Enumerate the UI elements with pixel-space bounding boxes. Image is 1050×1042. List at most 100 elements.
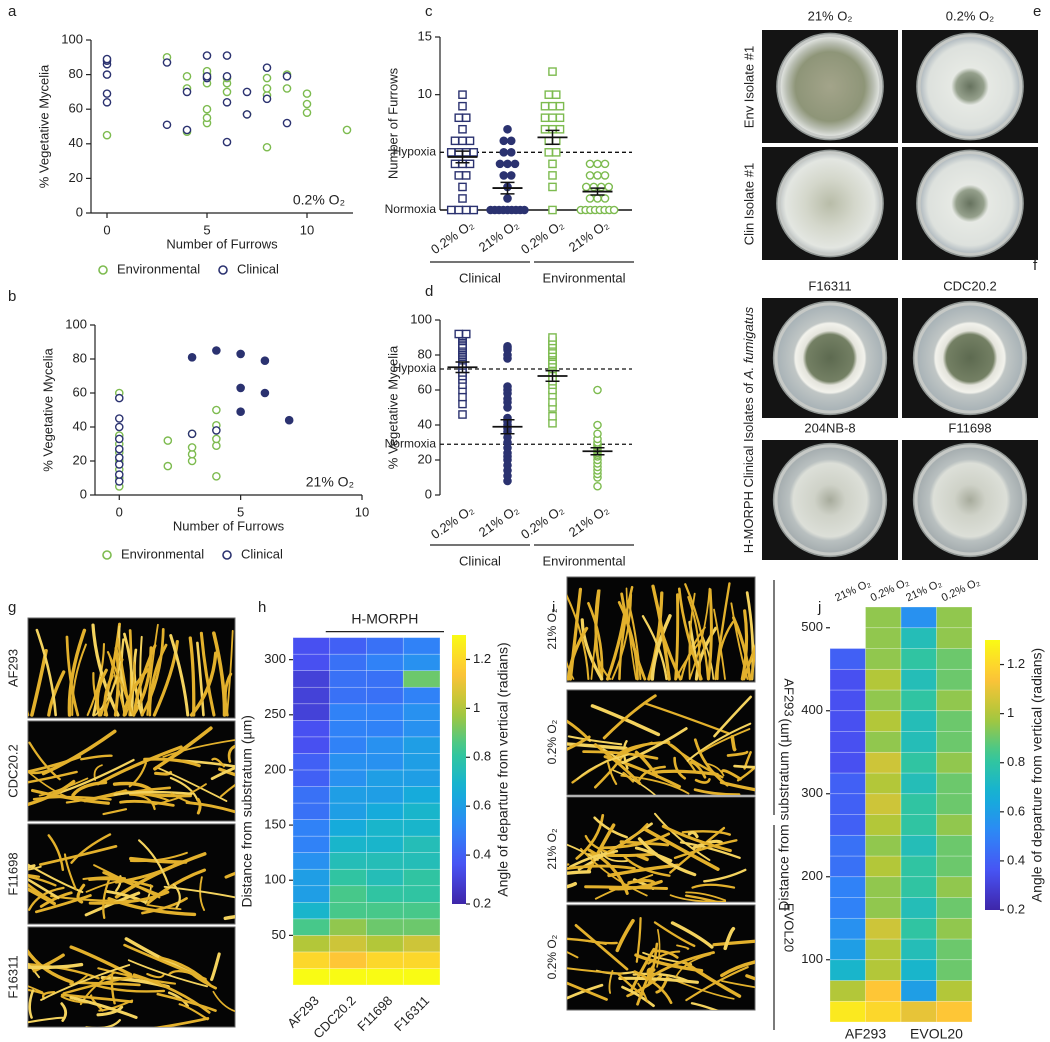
data-point xyxy=(212,346,221,355)
y-axis-label: % Vegetative Mycelia xyxy=(385,345,400,469)
image-label: 21% O₂ xyxy=(545,828,559,870)
data-point xyxy=(548,418,557,428)
hypha xyxy=(28,766,56,775)
y-tick-label: 0 xyxy=(425,486,432,501)
hypha xyxy=(621,727,688,765)
data-point xyxy=(342,125,352,135)
data-point xyxy=(302,99,312,109)
heat-cell xyxy=(292,720,331,738)
x-tick-label: 0 xyxy=(116,504,123,519)
data-point xyxy=(458,136,467,146)
colorbar-tick-label: 1.2 xyxy=(1007,656,1025,671)
data-point xyxy=(469,205,479,215)
hypha xyxy=(690,1002,719,1010)
y-tick-label: 100 xyxy=(65,316,87,331)
column-label: 0.2% O₂ xyxy=(940,576,982,604)
hypha xyxy=(28,1016,64,1024)
row-label: Clin Isolate #1 xyxy=(741,163,756,245)
heat-cell xyxy=(865,648,902,670)
reference-label: Normoxia xyxy=(385,436,437,450)
hypha xyxy=(635,916,642,963)
data-point xyxy=(458,410,467,419)
hypha xyxy=(653,921,696,948)
heat-cell xyxy=(900,897,937,919)
panel-letter: a xyxy=(8,3,17,20)
legend-label: Environmental xyxy=(117,261,200,276)
hypha xyxy=(726,750,749,757)
data-point xyxy=(187,352,197,362)
hypha xyxy=(621,985,655,1008)
hypha xyxy=(733,764,755,769)
hypha xyxy=(140,628,165,717)
hypha xyxy=(661,824,732,853)
hypha xyxy=(71,643,87,716)
heat-cell xyxy=(829,772,866,795)
y-axis-label: Distance from substratum (µm) xyxy=(239,715,255,907)
group-label: Clinical xyxy=(459,270,501,285)
fungal-colony xyxy=(920,37,1020,136)
hypha xyxy=(590,704,661,737)
hypha xyxy=(137,839,170,886)
legend-label: Clinical xyxy=(237,261,279,276)
panel-letter: i xyxy=(552,599,555,616)
hypha xyxy=(196,641,205,717)
data-point xyxy=(593,420,602,430)
data-point xyxy=(506,148,516,157)
hyphae xyxy=(567,812,747,902)
data-point xyxy=(450,159,460,169)
hypha xyxy=(567,967,623,975)
heat-cell xyxy=(366,720,404,738)
category-label: 0.2% O₂ xyxy=(518,217,566,257)
x-axis-label: Number of Furrows xyxy=(173,518,285,533)
heat-cell xyxy=(829,648,866,670)
hypha xyxy=(106,651,134,717)
heat-cell xyxy=(936,1000,973,1023)
hypha xyxy=(567,983,604,1000)
panel-title: CDC20.2 xyxy=(943,278,996,293)
data-point xyxy=(461,113,471,123)
hypha xyxy=(641,615,668,681)
hypha xyxy=(687,830,699,839)
hypha xyxy=(684,894,723,902)
data-point xyxy=(446,205,456,215)
fungal-colony xyxy=(920,154,1020,253)
y-axis-label: % Vegetative Mycelia xyxy=(40,347,55,471)
heat-cell xyxy=(329,868,367,887)
category-label: 21% O₂ xyxy=(566,502,611,540)
error-bar xyxy=(455,150,470,164)
x-axis-label: Number of Furrows xyxy=(166,236,278,251)
data-point xyxy=(510,159,520,169)
heat-cell xyxy=(900,606,937,629)
heat-cell xyxy=(829,876,866,898)
image-label: CDC20.2 xyxy=(5,744,20,797)
hypha xyxy=(95,984,166,993)
data-point xyxy=(114,434,124,444)
hyphae xyxy=(567,582,755,681)
column-label: 0.2% O₂ xyxy=(869,576,911,604)
hypha xyxy=(670,921,714,949)
heat-cell xyxy=(936,938,973,961)
hypha xyxy=(153,1017,210,1027)
hypha xyxy=(226,629,234,716)
data-point xyxy=(589,182,599,192)
data-point xyxy=(262,94,272,104)
hypha xyxy=(703,868,747,883)
data-point xyxy=(163,461,173,471)
data-point xyxy=(454,329,464,339)
data-point xyxy=(585,194,595,203)
image-label: 0.2% O₂ xyxy=(545,934,559,979)
group-label: EVOL20 xyxy=(782,903,797,952)
hypha xyxy=(69,995,138,1019)
data-point xyxy=(503,159,512,169)
hypha xyxy=(113,790,193,796)
hypha xyxy=(568,587,583,681)
heat-cell xyxy=(936,897,973,919)
fungal-colony xyxy=(917,447,1023,553)
data-point xyxy=(284,415,294,425)
heat-cell xyxy=(366,868,404,887)
data-point xyxy=(540,124,550,134)
data-point xyxy=(222,51,232,60)
panel-letter: h xyxy=(258,599,266,616)
heat-cell xyxy=(829,1000,866,1023)
hypha xyxy=(606,822,649,854)
